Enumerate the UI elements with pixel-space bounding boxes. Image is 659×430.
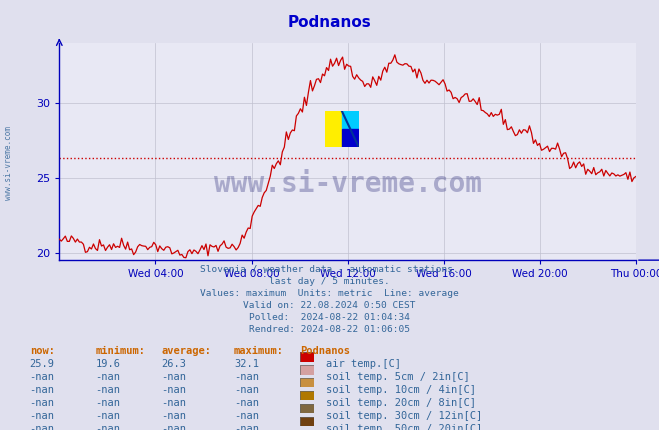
Text: Podnanos: Podnanos — [287, 15, 372, 30]
Text: -nan: -nan — [96, 372, 121, 382]
Text: 32.1: 32.1 — [234, 359, 259, 369]
Text: www.si-vreme.com: www.si-vreme.com — [214, 170, 482, 198]
Text: -nan: -nan — [30, 372, 55, 382]
Text: -nan: -nan — [96, 385, 121, 395]
Text: -nan: -nan — [96, 424, 121, 430]
Text: -nan: -nan — [234, 385, 259, 395]
Bar — [325, 111, 342, 147]
Text: now:: now: — [30, 346, 55, 356]
Text: -nan: -nan — [161, 424, 186, 430]
Text: 19.6: 19.6 — [96, 359, 121, 369]
Text: -nan: -nan — [234, 372, 259, 382]
Text: 26.3: 26.3 — [161, 359, 186, 369]
Text: -nan: -nan — [234, 424, 259, 430]
Text: minimum:: minimum: — [96, 346, 146, 356]
Text: maximum:: maximum: — [234, 346, 284, 356]
Text: -nan: -nan — [96, 411, 121, 421]
Text: air temp.[C]: air temp.[C] — [326, 359, 401, 369]
Text: -nan: -nan — [96, 398, 121, 408]
Text: Slovenia / weather data - automatic stations.
last day / 5 minutes.
Values: maxi: Slovenia / weather data - automatic stat… — [200, 264, 459, 334]
Bar — [342, 129, 359, 147]
Text: -nan: -nan — [30, 424, 55, 430]
Bar — [342, 111, 359, 129]
Text: -nan: -nan — [30, 385, 55, 395]
Text: soil temp. 50cm / 20in[C]: soil temp. 50cm / 20in[C] — [326, 424, 482, 430]
Text: average:: average: — [161, 346, 212, 356]
Text: soil temp. 5cm / 2in[C]: soil temp. 5cm / 2in[C] — [326, 372, 470, 382]
Text: soil temp. 30cm / 12in[C]: soil temp. 30cm / 12in[C] — [326, 411, 482, 421]
Text: -nan: -nan — [30, 398, 55, 408]
Text: -nan: -nan — [161, 398, 186, 408]
Text: Podnanos: Podnanos — [300, 346, 350, 356]
Text: soil temp. 20cm / 8in[C]: soil temp. 20cm / 8in[C] — [326, 398, 476, 408]
Text: -nan: -nan — [234, 411, 259, 421]
Text: -nan: -nan — [161, 411, 186, 421]
Text: www.si-vreme.com: www.si-vreme.com — [4, 126, 13, 200]
Text: -nan: -nan — [161, 372, 186, 382]
Text: 25.9: 25.9 — [30, 359, 55, 369]
Text: soil temp. 10cm / 4in[C]: soil temp. 10cm / 4in[C] — [326, 385, 476, 395]
Text: -nan: -nan — [30, 411, 55, 421]
Text: -nan: -nan — [161, 385, 186, 395]
Text: -nan: -nan — [234, 398, 259, 408]
